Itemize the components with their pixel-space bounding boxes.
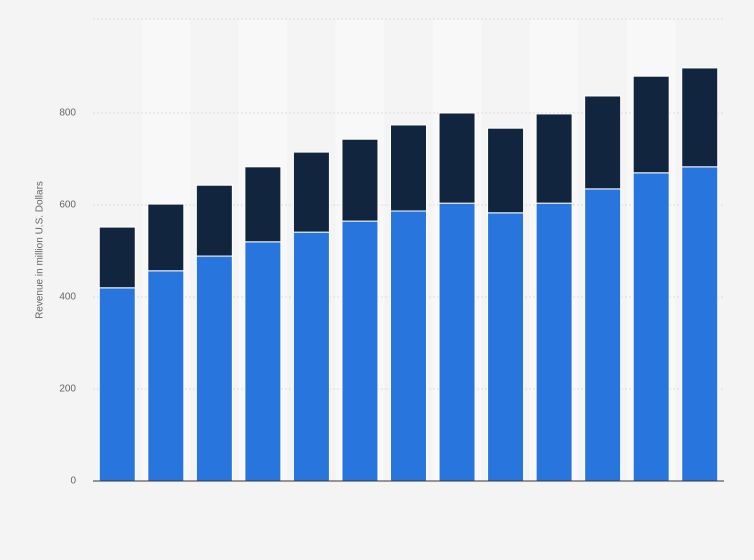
bar-segment <box>535 202 573 482</box>
y-axis-label: Revenue in million U.S. Dollars <box>35 181 46 319</box>
bar-segment <box>438 112 476 204</box>
bar-segment <box>390 210 427 482</box>
bar-segment <box>147 270 185 482</box>
bar-segment <box>584 95 622 190</box>
bar-segment <box>195 255 233 482</box>
bar-segment <box>98 287 136 482</box>
bar-segment <box>438 202 476 482</box>
bar-segment <box>681 166 719 482</box>
bar-segment <box>535 113 573 204</box>
bar-segment <box>632 172 670 482</box>
bar-segment <box>341 220 379 482</box>
y-tick-label: 800 <box>59 108 76 119</box>
bar-segment <box>681 67 719 168</box>
bar-segment <box>632 75 670 174</box>
y-tick-label: 200 <box>59 384 76 395</box>
y-tick-label: 600 <box>59 200 76 211</box>
bar-segment <box>292 151 330 233</box>
bar-segment <box>244 166 282 243</box>
bar-segment <box>487 212 525 482</box>
bar-segment <box>292 231 330 482</box>
y-tick-label: 0 <box>70 476 76 487</box>
bar-segment <box>390 124 427 212</box>
y-tick-label: 400 <box>59 292 76 303</box>
bar-segment <box>98 226 136 289</box>
bar-segment <box>584 188 622 482</box>
bar-segment <box>195 184 233 257</box>
bar-segment <box>487 127 525 214</box>
bar-segment <box>147 203 185 272</box>
bar-segment <box>244 241 282 482</box>
bar-segment <box>341 138 379 222</box>
